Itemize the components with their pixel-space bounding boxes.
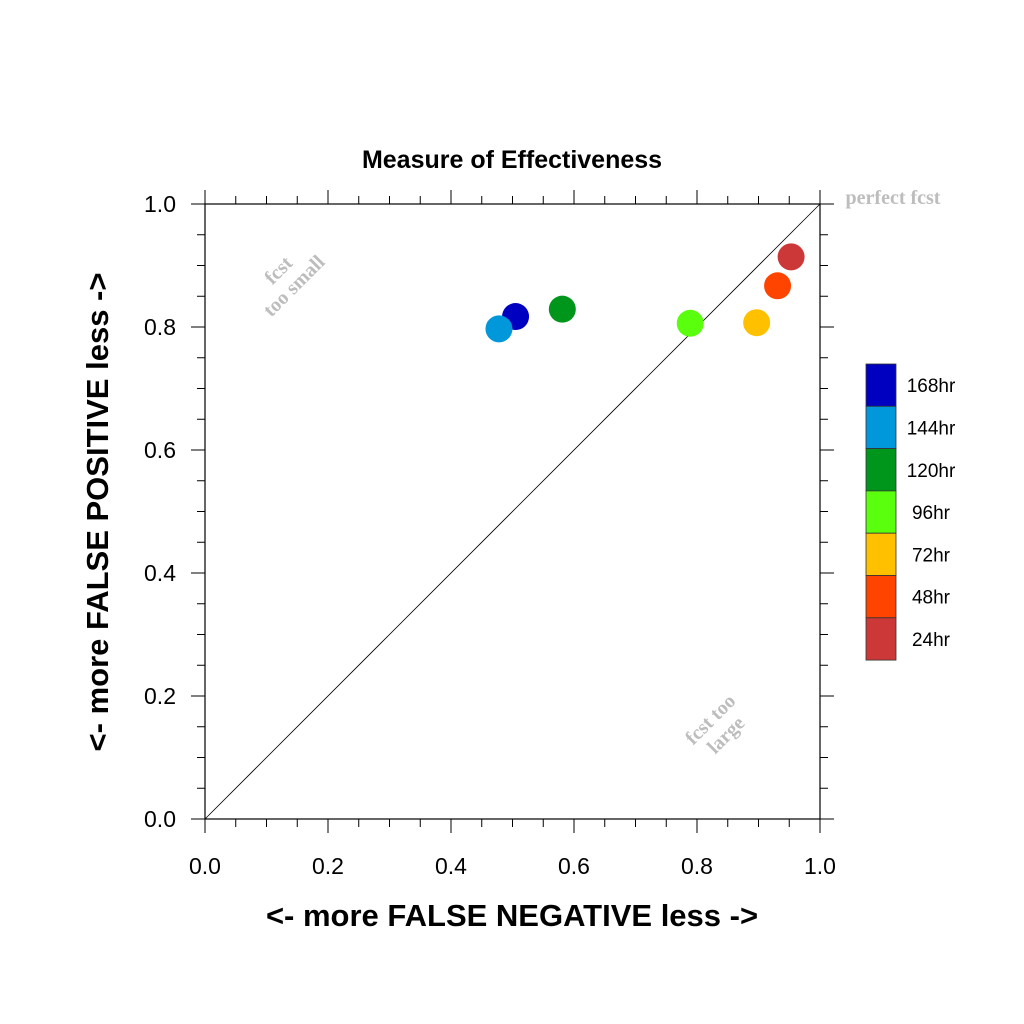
y-tick-label: 0.2 xyxy=(144,683,176,709)
x-tick-label: 0.8 xyxy=(681,853,713,879)
y-tick-label: 1.0 xyxy=(144,191,176,217)
legend-swatch-144hr xyxy=(865,405,897,449)
y-tick-label: 0.4 xyxy=(144,560,176,586)
legend-swatch-24hr xyxy=(865,617,897,661)
annotation-perfect-fcst: perfect fcst xyxy=(846,187,941,209)
data-point-24hr xyxy=(777,243,805,271)
y-tick-labels: 0.0 0.2 0.4 0.6 0.8 1.0 xyxy=(144,191,176,832)
y-axis-label: <- more FALSE POSITIVE less -> xyxy=(80,273,115,752)
data-point-144hr xyxy=(485,315,513,343)
x-tick-label: 0.0 xyxy=(189,853,221,879)
legend-label-144hr: 144hr xyxy=(907,418,956,439)
data-point-96hr xyxy=(676,309,704,337)
legend-label-96hr: 96hr xyxy=(912,503,951,524)
legend-label-120hr: 120hr xyxy=(907,461,956,482)
legend-swatch-48hr xyxy=(865,575,897,619)
reference-diagonal xyxy=(204,203,821,820)
x-tick-label: 1.0 xyxy=(804,853,836,879)
x-tick-label: 0.2 xyxy=(312,853,344,879)
axis-ticks xyxy=(191,190,834,833)
legend-label-24hr: 24hr xyxy=(912,630,951,651)
legend-label-72hr: 72hr xyxy=(912,545,951,566)
legend-label-48hr: 48hr xyxy=(912,588,951,609)
x-tick-label: 0.4 xyxy=(435,853,467,879)
plot-area: 0.0 0.2 0.4 0.6 0.8 1.0 0.0 0.2 0.4 0.6 0.8 1.0 pe… xyxy=(144,187,941,879)
legend-swatch-120hr xyxy=(865,448,897,492)
annotation-too-large: fcst too large xyxy=(681,690,749,758)
data-points xyxy=(485,243,805,343)
x-tick-labels: 0.0 0.2 0.4 0.6 0.8 1.0 xyxy=(189,853,836,879)
data-point-120hr xyxy=(548,295,576,323)
chart-title: Measure of Effectiveness xyxy=(362,146,662,174)
legend-swatch-168hr xyxy=(865,363,897,407)
x-tick-label: 0.6 xyxy=(558,853,590,879)
annotation-too-small-line2: too small xyxy=(259,251,329,321)
y-tick-label: 0.8 xyxy=(144,314,176,340)
x-axis-label: <- more FALSE NEGATIVE less -> xyxy=(266,898,758,933)
legend-swatch-96hr xyxy=(865,490,897,534)
legend-swatch-72hr xyxy=(865,532,897,576)
annotation-too-small: fcst too small xyxy=(259,251,329,321)
legend: 168hr 144hr 120hr 96hr 72hr 48hr 24hr xyxy=(865,363,956,661)
data-point-72hr xyxy=(743,309,771,337)
y-tick-label: 0.0 xyxy=(144,806,176,832)
data-point-48hr xyxy=(764,272,792,300)
y-tick-label: 0.6 xyxy=(144,437,176,463)
legend-label-168hr: 168hr xyxy=(907,376,956,397)
